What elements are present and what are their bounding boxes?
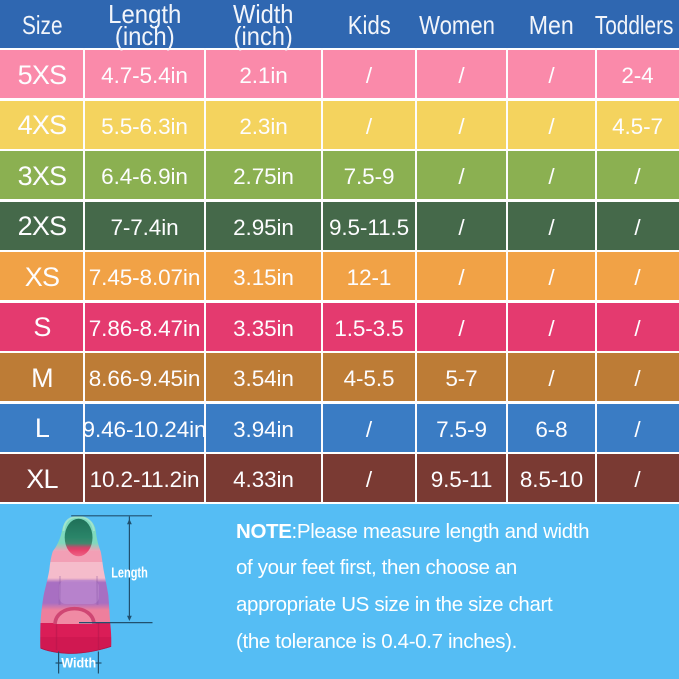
svg-text:Length: Length	[111, 564, 148, 581]
svg-text:Width: Width	[61, 656, 96, 671]
